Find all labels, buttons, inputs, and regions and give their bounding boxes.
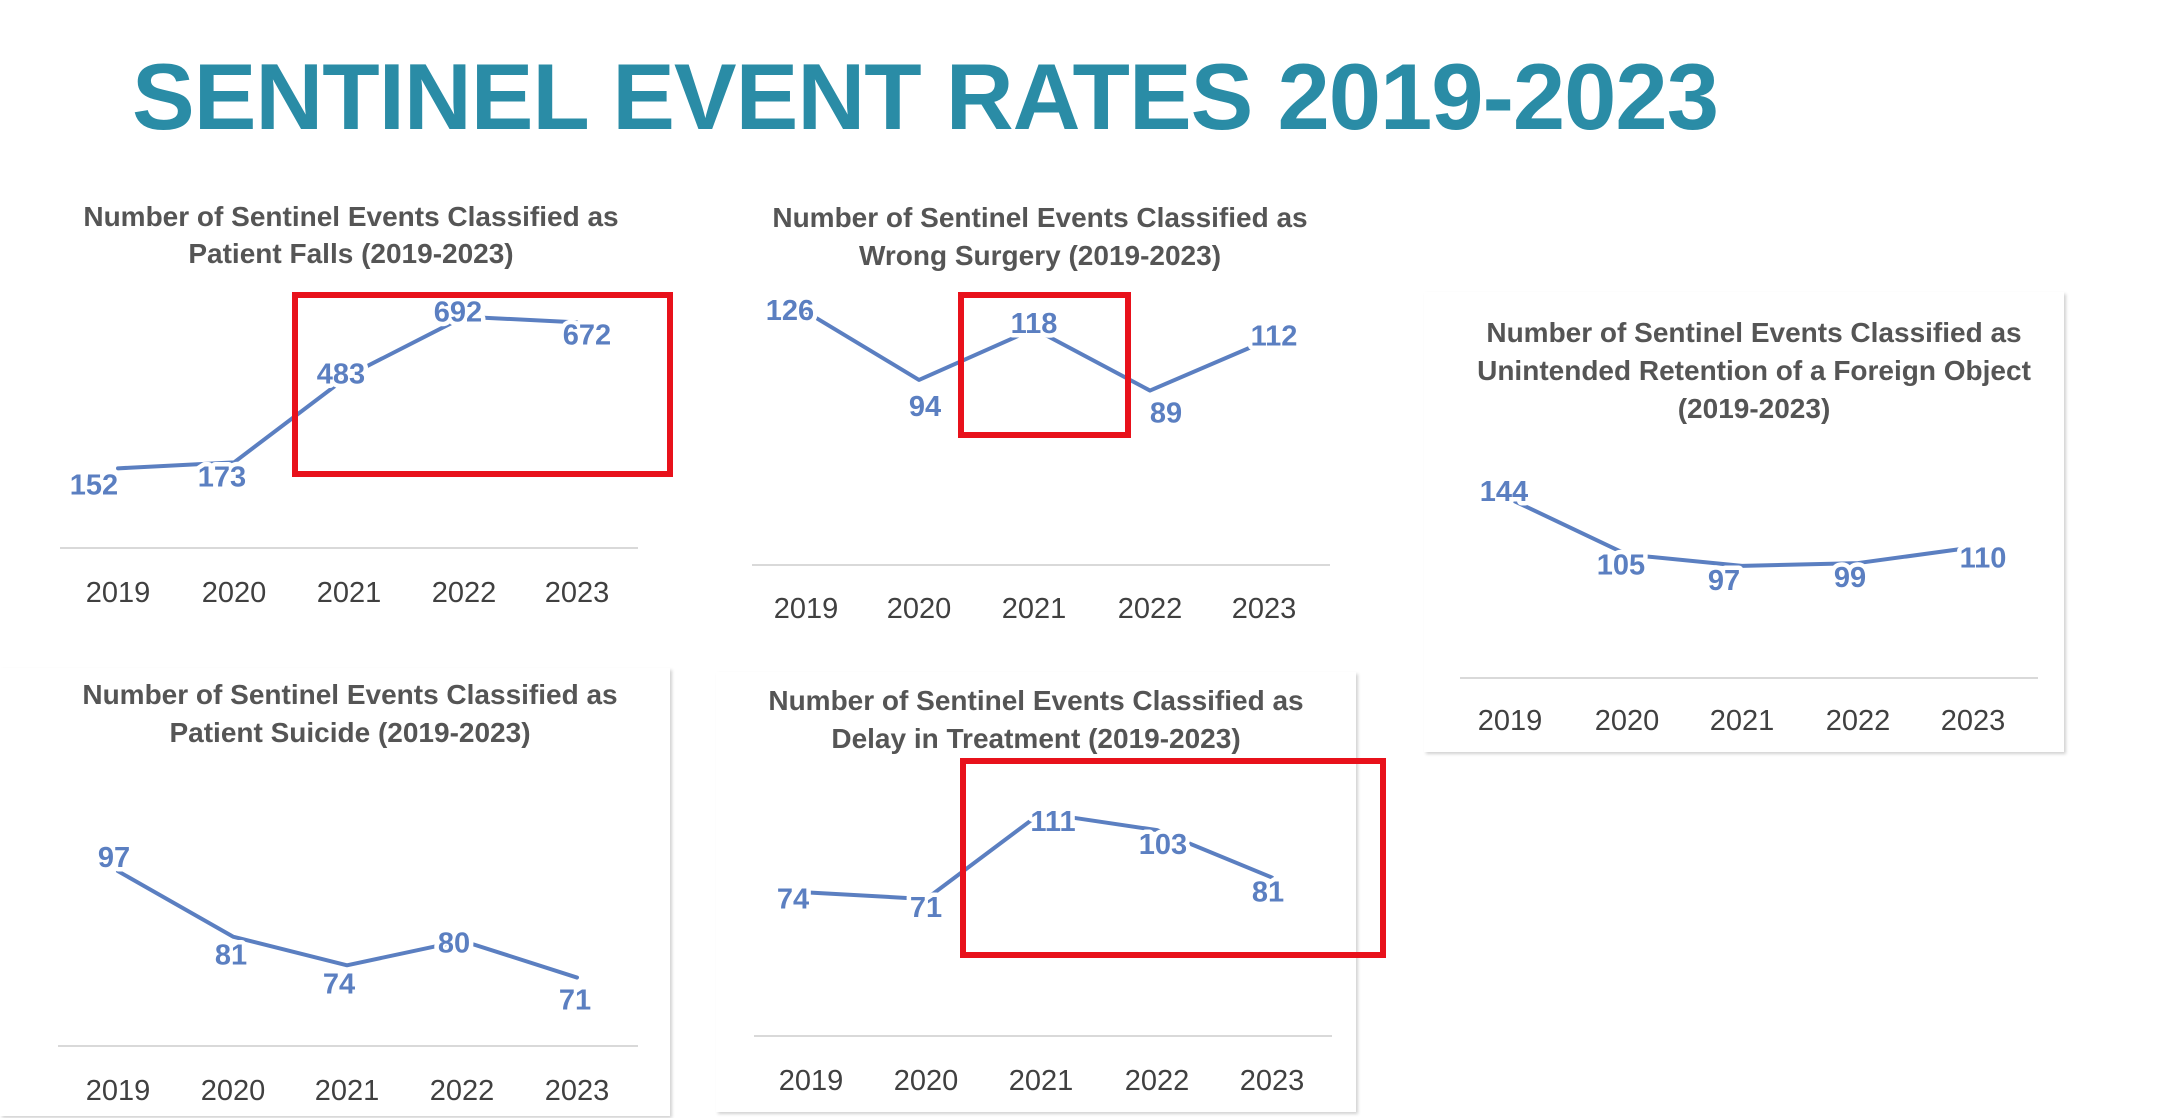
data-label: 71 <box>559 985 591 1017</box>
falls-svg: Number of Sentinel Events Classified as P… <box>60 201 638 609</box>
x-tick-label: 2020 <box>1595 705 1660 737</box>
highlight-box <box>960 758 1386 958</box>
x-tick-label: 2022 <box>1826 705 1891 737</box>
x-tick-label: 2021 <box>315 1075 380 1107</box>
data-label: 74 <box>323 968 355 1000</box>
data-label: 74 <box>777 884 809 916</box>
page-title: SENTINEL EVENT RATES 2019-2023 <box>132 44 1719 149</box>
x-tick-label: 2019 <box>86 577 151 609</box>
data-label: 80 <box>438 928 470 960</box>
highlight-box <box>958 292 1131 438</box>
chart-title-line: Patient Falls (2019-2023) <box>188 238 513 269</box>
x-tick-label: 2020 <box>201 1075 266 1107</box>
x-tick-label: 2021 <box>1710 705 1775 737</box>
x-tick-label: 2022 <box>432 577 497 609</box>
chart-wrong-surgery: Number of Sentinel Events Classified as W… <box>742 192 1342 632</box>
x-tick-label: 2019 <box>779 1065 844 1097</box>
data-label: 89 <box>1150 398 1182 430</box>
data-label: 118 <box>1011 308 1058 340</box>
data-label: 111 <box>1030 806 1075 838</box>
data-label: 103 <box>1139 829 1187 861</box>
data-label: 99 <box>1834 562 1866 594</box>
data-label: 71 <box>910 892 942 924</box>
suicide-svg: Number of Sentinel Events Classified as P… <box>58 679 638 1107</box>
series-line <box>1508 497 1975 568</box>
x-tick-label: 2022 <box>1125 1065 1190 1097</box>
chart-foreign-object: Number of Sentinel Events Classified as U… <box>1424 292 2064 752</box>
chart-title-line: (2019-2023) <box>1678 393 1831 424</box>
chart-title-line: Delay in Treatment (2019-2023) <box>831 723 1240 754</box>
series-line <box>804 309 1266 393</box>
x-tick-label: 2023 <box>1240 1065 1305 1097</box>
x-tick-label: 2021 <box>317 577 382 609</box>
chart-patient-falls: Number of Sentinel Events Classified as P… <box>56 192 656 632</box>
series-line <box>809 810 1274 902</box>
x-tick-label: 2021 <box>1009 1065 1074 1097</box>
data-label: 112 <box>1251 321 1298 353</box>
chart-title-line: Patient Suicide (2019-2023) <box>169 717 530 748</box>
data-label: 483 <box>317 358 365 390</box>
data-label: 81 <box>1252 877 1284 909</box>
chart-title-line: Number of Sentinel Events Classified as <box>82 679 617 710</box>
x-tick-label: 2023 <box>545 1075 610 1107</box>
data-label: 672 <box>563 319 611 351</box>
chart-title-line: Number of Sentinel Events Classified as <box>772 202 1307 233</box>
data-label: 110 <box>1960 542 2007 574</box>
series-line <box>116 869 579 980</box>
x-tick-label: 2019 <box>774 593 839 625</box>
chart-title-line: Number of Sentinel Events Classified as <box>83 201 618 232</box>
highlight-box <box>292 292 673 477</box>
chart-title-line: Number of Sentinel Events Classified as <box>1486 317 2021 348</box>
x-tick-label: 2019 <box>86 1075 151 1107</box>
data-label: 152 <box>70 469 118 501</box>
data-label: 105 <box>1597 550 1645 582</box>
data-label: 173 <box>198 461 246 493</box>
data-label: 97 <box>1708 565 1740 597</box>
x-tick-label: 2021 <box>1002 593 1067 625</box>
x-tick-label: 2020 <box>202 577 267 609</box>
data-label: 97 <box>98 842 130 874</box>
data-label: 692 <box>434 297 482 329</box>
data-label: 126 <box>766 295 814 327</box>
x-tick-label: 2023 <box>1232 593 1297 625</box>
foreign-object-svg: Number of Sentinel Events Classified as U… <box>1460 317 2038 737</box>
x-tick-label: 2020 <box>887 593 952 625</box>
data-label: 144 <box>1480 476 1528 508</box>
chart-patient-suicide: Number of Sentinel Events Classified as P… <box>0 668 670 1116</box>
x-tick-label: 2020 <box>894 1065 959 1097</box>
chart-delay-treatment: Number of Sentinel Events Classified as D… <box>716 672 1356 1112</box>
wrong-surgery-svg: Number of Sentinel Events Classified as W… <box>752 202 1330 625</box>
data-label: 81 <box>215 940 247 972</box>
chart-title-line: Number of Sentinel Events Classified as <box>768 685 1303 716</box>
x-tick-label: 2022 <box>430 1075 495 1107</box>
delay-treatment-svg: Number of Sentinel Events Classified as D… <box>754 685 1332 1097</box>
data-label: 94 <box>909 391 941 423</box>
x-tick-label: 2023 <box>1941 705 2006 737</box>
x-tick-label: 2019 <box>1478 705 1543 737</box>
series-line <box>116 314 579 471</box>
chart-title-line: Unintended Retention of a Foreign Object <box>1477 355 2031 386</box>
chart-title-line: Wrong Surgery (2019-2023) <box>859 240 1221 271</box>
x-tick-label: 2023 <box>545 577 610 609</box>
x-tick-label: 2022 <box>1118 593 1183 625</box>
